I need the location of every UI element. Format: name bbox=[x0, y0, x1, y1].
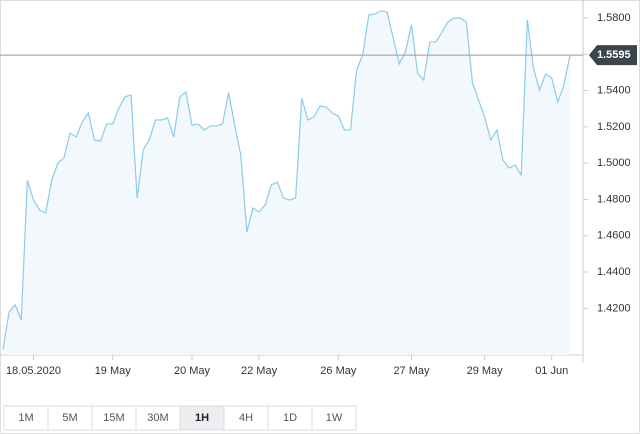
current-price-label: 1.5595 bbox=[597, 49, 631, 61]
y-tick-label: 1.5000 bbox=[597, 157, 631, 169]
y-tick-label: 1.4800 bbox=[597, 193, 631, 205]
y-tick-label: 1.5200 bbox=[597, 121, 631, 133]
timeframe-button[interactable] bbox=[47, 405, 93, 431]
x-tick-label: 18.05.2020 bbox=[6, 365, 61, 377]
y-tick-label: 1.5400 bbox=[597, 84, 631, 96]
timeframe-label[interactable]: 1W bbox=[326, 412, 343, 424]
price-line bbox=[2, 10, 571, 351]
timeframe-button[interactable] bbox=[267, 405, 313, 431]
timeframe-label[interactable]: 15M bbox=[103, 412, 124, 424]
timeframe-label[interactable]: 1D bbox=[283, 412, 297, 424]
timeframe-label[interactable]: 4H bbox=[239, 412, 253, 424]
timeframe-label[interactable]: 1M bbox=[18, 412, 33, 424]
timeframe-label[interactable]: 1H bbox=[195, 412, 209, 424]
x-tick-label: 01 Jun bbox=[535, 365, 568, 377]
x-tick-label: 29 May bbox=[467, 365, 504, 377]
y-tick-label: 1.4200 bbox=[597, 302, 631, 314]
timeframe-button[interactable] bbox=[311, 405, 357, 431]
timeframe-label[interactable]: 30M bbox=[147, 412, 168, 424]
x-tick-label: 22 May bbox=[241, 365, 278, 377]
x-tick-label: 20 May bbox=[174, 365, 211, 377]
timeframe-label[interactable]: 5M bbox=[62, 412, 77, 424]
timeframe-button[interactable] bbox=[135, 405, 181, 431]
y-tick-label: 1.4400 bbox=[597, 266, 631, 278]
x-tick-label: 19 May bbox=[95, 365, 132, 377]
y-tick-label: 1.4600 bbox=[597, 230, 631, 242]
timeframe-button[interactable] bbox=[91, 405, 137, 431]
timeframe-button[interactable] bbox=[223, 405, 269, 431]
y-tick-label: 1.5800 bbox=[597, 12, 631, 24]
current-price-badge bbox=[589, 45, 637, 66]
x-tick-label: 26 May bbox=[320, 365, 357, 377]
x-tick-label: 27 May bbox=[393, 365, 430, 377]
timeframe-button[interactable] bbox=[3, 405, 49, 431]
area-fill bbox=[3, 10, 570, 356]
